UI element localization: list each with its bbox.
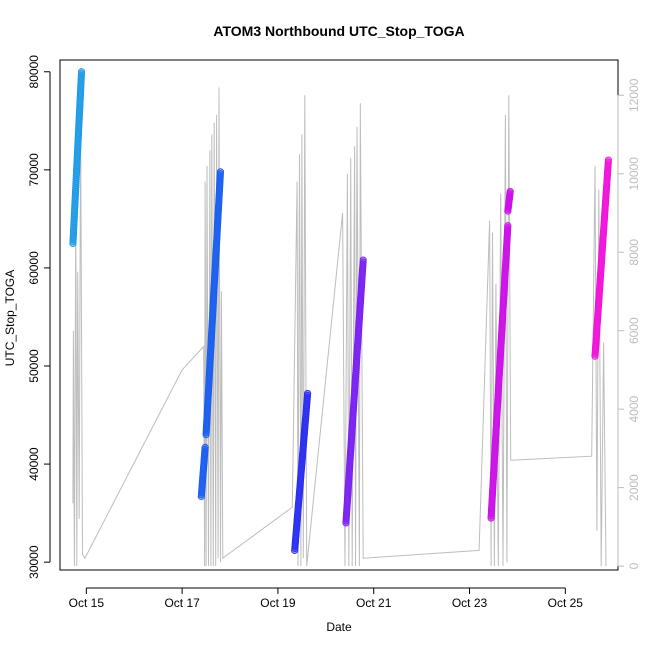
secondary-series xyxy=(72,87,607,567)
y2-tick-label: 12000 xyxy=(627,78,641,112)
x-tick-label: Oct 19 xyxy=(260,596,296,610)
data-point xyxy=(504,222,512,230)
y-axis: 30000 40000 50000 60000 70000 80000 xyxy=(27,55,51,579)
y2-tick-label: 8000 xyxy=(627,239,641,266)
data-point xyxy=(216,168,225,176)
y2-axis: 0 2000 4000 6000 8000 10000 12000 xyxy=(617,78,641,569)
data-point xyxy=(506,187,514,196)
x-tick-label: Oct 21 xyxy=(356,596,392,610)
y-tick-label: 50000 xyxy=(27,349,41,383)
plot-frame xyxy=(59,59,619,571)
x-tick-label: Oct 25 xyxy=(548,596,584,610)
primary-series xyxy=(69,68,613,554)
y-tick-label: 30000 xyxy=(27,545,41,579)
y2-tick-label: 4000 xyxy=(627,395,641,422)
chart-title: ATOM3 Northbound UTC_Stop_TOGA xyxy=(213,23,464,39)
x-axis-label: Date xyxy=(326,620,352,634)
y2-tick-label: 0 xyxy=(627,562,641,569)
data-point xyxy=(604,156,613,164)
y-tick-label: 60000 xyxy=(27,251,41,285)
y-axis-label: UTC_Stop_TOGA xyxy=(3,270,17,366)
y-tick-label: 80000 xyxy=(27,55,41,89)
x-axis: Oct 15 Oct 17 Oct 19 Oct 21 Oct 23 Oct 25 xyxy=(69,587,584,610)
x-tick-label: Oct 15 xyxy=(69,596,105,610)
x-tick-label: Oct 17 xyxy=(164,596,200,610)
y-tick-label: 40000 xyxy=(27,447,41,481)
data-point xyxy=(304,389,312,398)
y2-tick-label: 10000 xyxy=(627,157,641,191)
data-point xyxy=(201,443,209,451)
data-point xyxy=(77,68,86,76)
y-tick-label: 70000 xyxy=(27,153,41,187)
secondary-series-line xyxy=(72,87,607,567)
y2-tick-label: 6000 xyxy=(627,317,641,344)
data-point xyxy=(359,256,367,264)
x-tick-label: Oct 23 xyxy=(452,596,488,610)
y2-tick-label: 2000 xyxy=(627,474,641,501)
